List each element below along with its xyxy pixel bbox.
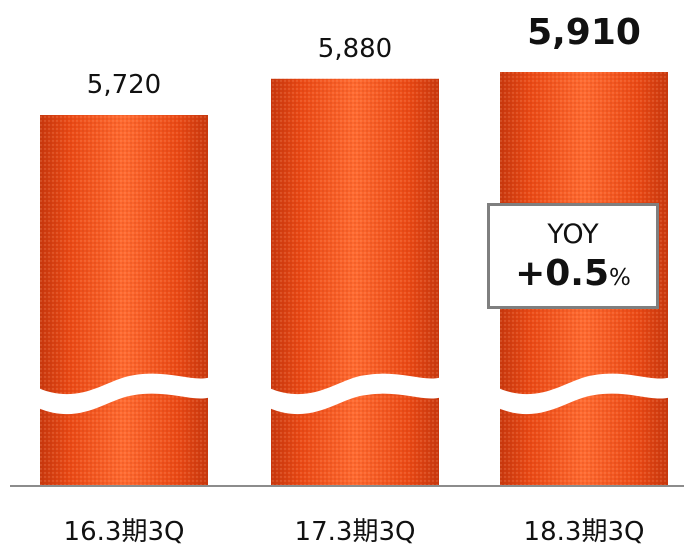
value-label-3: 5,910 [527, 12, 641, 53]
category-label-3: 18.3期3Q [524, 517, 645, 547]
yoy-callout-box: YOY +0.5% [487, 203, 659, 309]
yoy-value-line: +0.5% [490, 254, 656, 300]
yoy-value: +0.5 [515, 253, 610, 294]
category-label-2: 17.3期3Q [295, 517, 416, 547]
value-label-2: 5,880 [318, 34, 392, 64]
axis-break-1 [38, 373, 210, 415]
value-labels-group: 5,720 5,880 5,910 [87, 12, 641, 100]
category-labels-group: 16.3期3Q 17.3期3Q 18.3期3Q [64, 517, 645, 547]
axis-break-3 [498, 373, 670, 415]
yoy-unit: % [609, 265, 631, 291]
axis-break-2 [269, 373, 441, 415]
bar-texture-2 [271, 78, 439, 486]
value-label-1: 5,720 [87, 70, 161, 100]
bar-texture-1 [40, 115, 208, 486]
yoy-title: YOY [547, 219, 599, 250]
axis-break-group [38, 373, 670, 415]
category-label-1: 16.3期3Q [64, 517, 185, 547]
